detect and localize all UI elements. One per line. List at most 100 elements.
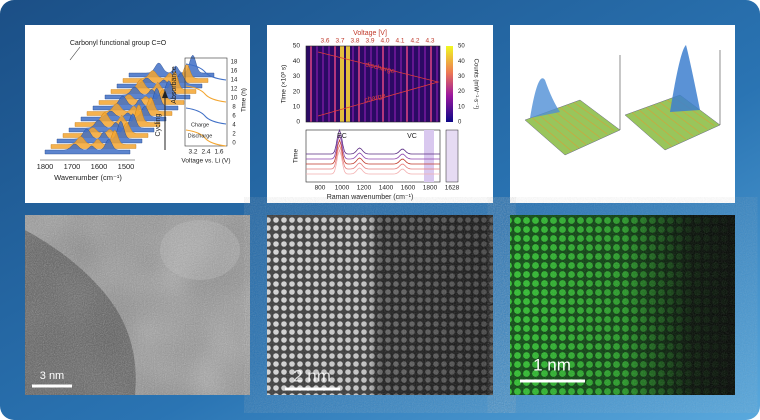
label: 1400 (379, 185, 394, 192)
heatmap-stripe (316, 46, 318, 122)
label: 1600 (401, 185, 416, 192)
sem-image: 3 nm (25, 215, 250, 395)
label: 20 (458, 89, 465, 95)
label: Discharge (188, 133, 213, 139)
raman-spectrum (306, 138, 440, 165)
label: 12 (231, 87, 238, 93)
heatmap-stripe (376, 46, 378, 122)
spectrum (110, 71, 197, 94)
label: 18 (231, 60, 238, 66)
surface-line (659, 102, 701, 133)
band-outline (317, 51, 440, 117)
ftir-figure: 1800 1700 1600 1500 Wavenumber (cm⁻¹) Carbony… (37, 40, 248, 182)
lattice-image: 2 nm (267, 215, 493, 395)
label: 4.3 (425, 38, 434, 45)
label: 1800 (37, 162, 54, 171)
heatmap-stripe (400, 46, 402, 122)
label: 30 (293, 73, 301, 80)
label: 16 (231, 69, 238, 75)
frame (305, 45, 441, 123)
colorbar (446, 46, 453, 122)
label: 1500 (118, 162, 135, 171)
label: 800 (315, 185, 326, 192)
label: Cycling (155, 113, 162, 136)
scale-label: 2 nm (293, 366, 331, 385)
label: 3.2 (188, 149, 197, 156)
raman-spectrum (306, 133, 440, 160)
spectrum (86, 96, 173, 116)
label: 0 (296, 119, 300, 126)
voltage-curve (185, 85, 227, 103)
eds-image: 1 nm (510, 215, 735, 395)
raman-spectrum (306, 143, 440, 170)
label: Counts (mW⁻¹·s⁻¹) (472, 59, 478, 110)
side-strip (445, 129, 459, 183)
heatmap-stripe (352, 46, 354, 122)
label: 3.7 (335, 38, 344, 45)
label: 30 (458, 74, 465, 80)
spectrum (44, 138, 131, 155)
voltage-curve (185, 63, 227, 81)
surface-line (545, 112, 587, 145)
label: 8 (232, 105, 236, 111)
label: Absorbance (171, 66, 178, 103)
pointer (69, 46, 81, 61)
heatmap-stripe (436, 46, 438, 122)
label: Carbonyl functional group C=O (70, 40, 167, 47)
surface-line (631, 112, 673, 147)
heatmap-stripe (388, 46, 390, 122)
heatmap-stripe (334, 46, 336, 122)
label: 10 (293, 104, 301, 111)
heatmap-stripe (406, 46, 408, 122)
scale-label: 1 nm (533, 355, 571, 374)
label: 4.0 (380, 38, 389, 45)
voltage-curve (185, 107, 227, 125)
heatmap-stripe (346, 46, 350, 122)
surface-line (645, 107, 687, 140)
label: 1628 (445, 185, 460, 192)
surface-line (638, 109, 680, 144)
heatmap-stripe (418, 46, 420, 122)
plot3d-figure (524, 45, 721, 156)
label: 1700 (64, 162, 81, 171)
label: 40 (458, 59, 465, 65)
heatmap-stripe (310, 46, 312, 122)
label: 1800 (423, 185, 438, 192)
label: 50 (458, 44, 465, 50)
label: EC (337, 133, 347, 140)
label: 3.8 (350, 38, 359, 45)
voltage-curve (185, 129, 227, 147)
spectrum (128, 54, 215, 78)
label: 0 (232, 141, 236, 147)
raman-spectrum (306, 148, 440, 175)
label: 1000 (335, 185, 350, 192)
heatmap-stripe (424, 46, 426, 122)
label: Wavenumber (cm⁻¹) (54, 173, 122, 182)
label: 1.6 (214, 149, 223, 156)
surface-line (559, 107, 601, 138)
label: 3.9 (365, 38, 374, 45)
spectrum (122, 63, 209, 83)
label: 2 (232, 132, 236, 138)
surface-line (566, 104, 608, 135)
label: 4.2 (410, 38, 419, 45)
label: 1200 (357, 185, 372, 192)
label: Raman wavenumber (cm⁻¹) (327, 194, 414, 201)
heatmap-stripe (394, 46, 396, 122)
lower-frame (305, 129, 441, 183)
label: 40 (293, 58, 301, 65)
spectrum (74, 104, 161, 127)
spectrum (50, 129, 137, 149)
label: 1600 (91, 162, 108, 171)
label: 10 (458, 104, 465, 110)
heatmap-stripe (370, 46, 372, 122)
label: 2.4 (201, 149, 210, 156)
label: 10 (231, 96, 238, 102)
label: Time (×10³ s) (281, 65, 288, 104)
label: 6 (232, 114, 236, 120)
highlight (424, 130, 434, 182)
label: 14 (231, 78, 238, 84)
label: Voltage vs. Li (V) (181, 158, 230, 165)
surface-line (552, 109, 594, 142)
